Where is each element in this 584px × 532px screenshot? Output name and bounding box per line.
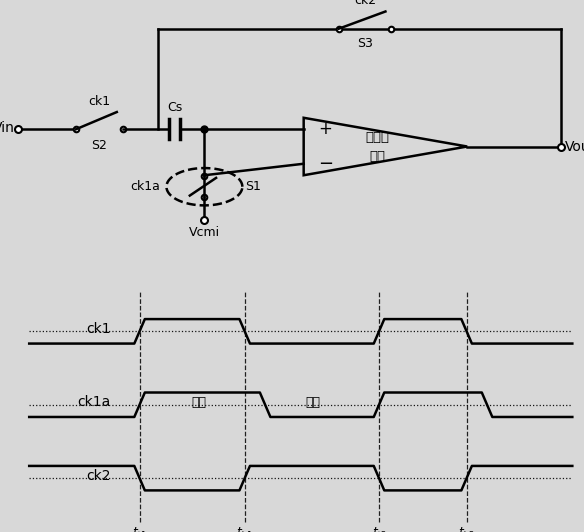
- Text: 运算放: 运算放: [365, 131, 390, 144]
- Text: S1: S1: [245, 180, 261, 193]
- Text: ck2: ck2: [86, 469, 111, 483]
- Text: Cs: Cs: [167, 101, 182, 114]
- Text: +: +: [318, 120, 332, 138]
- Text: Vout: Vout: [565, 139, 584, 154]
- Text: −: −: [318, 155, 333, 173]
- Text: ck2: ck2: [354, 0, 376, 7]
- Text: 采样: 采样: [191, 396, 206, 409]
- Text: S2: S2: [91, 139, 107, 152]
- Text: ck1a: ck1a: [131, 180, 161, 193]
- Text: 大器: 大器: [369, 150, 385, 163]
- Text: Vin: Vin: [0, 121, 15, 135]
- Text: ck1: ck1: [86, 322, 111, 336]
- Text: ck1: ck1: [88, 95, 110, 108]
- Text: Vcmi: Vcmi: [189, 226, 220, 238]
- Text: ck1a: ck1a: [78, 395, 111, 409]
- Text: $t_{t1}$: $t_{t1}$: [132, 526, 147, 532]
- Text: 保持: 保持: [305, 396, 320, 409]
- Text: $t_{t2}$: $t_{t2}$: [371, 526, 387, 532]
- Text: $t_{h1}$: $t_{h1}$: [236, 526, 253, 532]
- Text: S3: S3: [357, 37, 373, 50]
- Text: $t_{h2}$: $t_{h2}$: [458, 526, 475, 532]
